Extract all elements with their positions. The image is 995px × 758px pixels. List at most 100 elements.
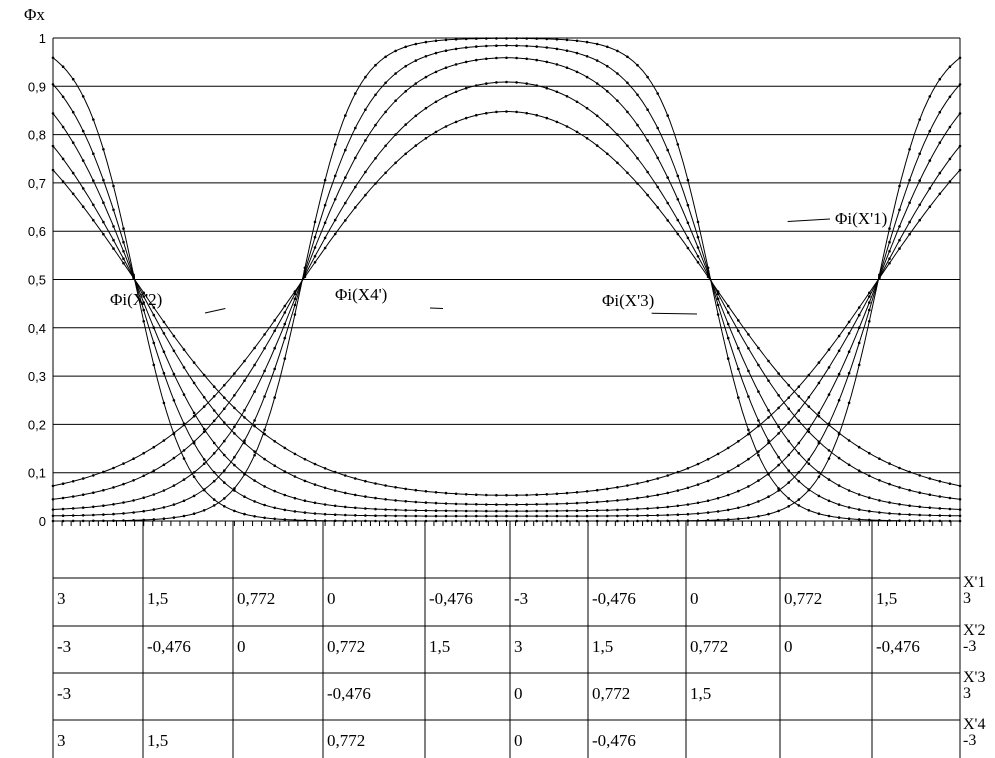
- data-point: [797, 498, 801, 501]
- data-point: [656, 514, 659, 517]
- data-point: [142, 509, 145, 513]
- data-point: [354, 206, 357, 209]
- data-point: [535, 45, 538, 48]
- data-point: [243, 409, 246, 412]
- data-point: [374, 496, 377, 500]
- data-point: [434, 100, 438, 104]
- data-point: [676, 232, 680, 236]
- data-point: [333, 504, 337, 508]
- data-point: [444, 125, 448, 128]
- data-point: [162, 489, 166, 492]
- data-point: [112, 208, 115, 212]
- data-point: [293, 292, 297, 296]
- data-point: [122, 462, 125, 465]
- data-point: [223, 497, 226, 500]
- data-point: [898, 466, 901, 470]
- data-point: [938, 171, 942, 175]
- data-point: [333, 198, 337, 201]
- table-row-label: X'1: [963, 574, 985, 591]
- data-point: [767, 439, 770, 442]
- data-point: [847, 463, 851, 467]
- data-point: [676, 143, 680, 146]
- data-point: [827, 423, 831, 427]
- curves: [51, 37, 962, 523]
- data-point: [928, 205, 932, 208]
- data-point: [313, 501, 317, 505]
- data-point: [515, 493, 518, 497]
- data-point: [737, 319, 740, 322]
- data-point: [908, 148, 911, 151]
- data-point: [545, 493, 549, 496]
- y-tick-label: 0,6: [28, 224, 46, 239]
- data-point: [424, 490, 428, 493]
- data-point: [898, 247, 901, 250]
- annotation-leader: [651, 312, 698, 315]
- data-point: [404, 487, 408, 491]
- data-point: [888, 257, 891, 261]
- data-point: [182, 393, 186, 396]
- data-point: [525, 509, 528, 513]
- data-point: [404, 123, 408, 126]
- data-point: [192, 414, 196, 418]
- data-point: [283, 470, 287, 473]
- data-point: [626, 171, 629, 175]
- data-point: [686, 467, 690, 470]
- data-point: [333, 513, 337, 516]
- table-cell: 0,772: [327, 731, 365, 750]
- data-point: [827, 348, 831, 351]
- data-point: [918, 203, 921, 207]
- data-point: [182, 499, 186, 503]
- data-point: [92, 474, 95, 477]
- data-point: [202, 405, 206, 408]
- data-point: [696, 512, 700, 515]
- data-point: [202, 430, 206, 434]
- data-point: [102, 488, 105, 492]
- data-point: [122, 501, 125, 504]
- data-point: [646, 193, 649, 197]
- data-point: [81, 506, 85, 510]
- data-point: [767, 359, 770, 363]
- data-point: [444, 38, 448, 42]
- data-point: [233, 509, 236, 513]
- data-point: [646, 507, 649, 510]
- data-point: [606, 508, 609, 512]
- data-point: [565, 125, 569, 128]
- data-point: [364, 495, 367, 498]
- annotation-label: Φi(X'1): [835, 209, 887, 228]
- data-point: [404, 45, 408, 49]
- data-point: [737, 517, 740, 521]
- annotation-label: Φi(X'2): [110, 290, 162, 309]
- data-point: [555, 90, 559, 94]
- data-point: [293, 475, 297, 478]
- data-point: [807, 458, 811, 461]
- data-point: [364, 108, 367, 111]
- data-point: [817, 411, 821, 415]
- data-point: [485, 57, 488, 61]
- data-point: [847, 350, 851, 354]
- data-point: [868, 308, 871, 312]
- data-point: [61, 180, 65, 183]
- data-point: [757, 515, 760, 518]
- y-tick-label: 1: [39, 31, 46, 46]
- data-point: [777, 406, 780, 410]
- data-point: [263, 347, 266, 350]
- data-point: [868, 295, 871, 298]
- data-point: [182, 514, 186, 518]
- data-point: [535, 113, 538, 117]
- data-point: [686, 486, 690, 490]
- series-line: [52, 110, 961, 487]
- data-point: [716, 292, 720, 296]
- data-point: [273, 489, 277, 493]
- data-point: [344, 491, 347, 495]
- data-point: [807, 430, 811, 434]
- data-point: [767, 473, 770, 476]
- data-point: [142, 320, 145, 323]
- data-point: [817, 361, 821, 364]
- data-point: [585, 40, 589, 44]
- data-point: [716, 297, 720, 301]
- data-point: [827, 366, 831, 369]
- data-point: [696, 246, 700, 249]
- data-point: [948, 65, 952, 68]
- data-point: [152, 326, 156, 330]
- data-point: [142, 308, 145, 312]
